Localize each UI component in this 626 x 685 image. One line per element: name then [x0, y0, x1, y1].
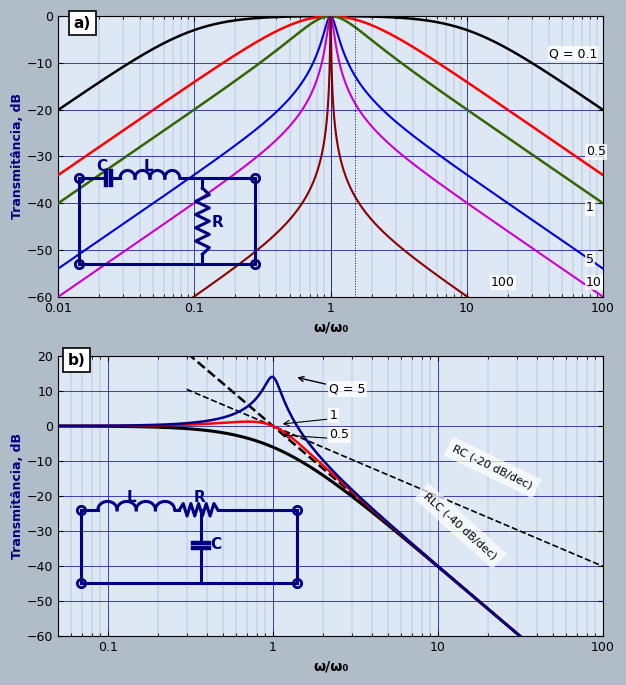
Y-axis label: Transmitância, dB: Transmitância, dB	[11, 433, 24, 559]
X-axis label: ω/ω₀: ω/ω₀	[313, 660, 348, 674]
Text: 100: 100	[491, 276, 515, 289]
Text: 0.5: 0.5	[586, 145, 606, 158]
Text: b): b)	[68, 353, 85, 368]
Text: 1: 1	[586, 201, 594, 214]
Text: RC (-20 dB/dec): RC (-20 dB/dec)	[451, 444, 534, 491]
Text: Q = 5: Q = 5	[299, 377, 366, 396]
Text: 1: 1	[329, 409, 337, 422]
Text: 0.5: 0.5	[329, 428, 349, 441]
X-axis label: ω/ω₀: ω/ω₀	[313, 320, 348, 334]
Text: 5: 5	[586, 253, 594, 266]
Text: a): a)	[74, 16, 91, 31]
Text: RLC (-40 dB/dec): RLC (-40 dB/dec)	[422, 490, 499, 561]
Text: 10: 10	[586, 276, 602, 289]
Y-axis label: Transmitância, dB: Transmitância, dB	[11, 93, 24, 219]
Text: Q = 0.1: Q = 0.1	[549, 47, 597, 60]
